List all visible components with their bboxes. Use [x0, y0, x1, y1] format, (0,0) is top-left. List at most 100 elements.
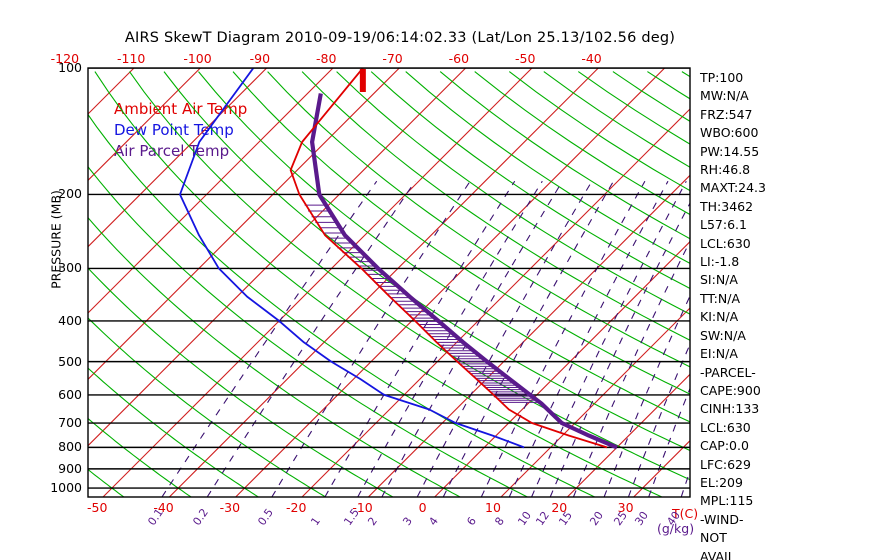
mixing-ratio-line: [508, 180, 669, 497]
pressure-tick-900: 900: [58, 460, 82, 476]
parameter-th: TH:3462: [700, 198, 754, 214]
pressure-tick-200: 200: [58, 186, 82, 202]
top-temp-tick--70: -70: [382, 51, 403, 66]
top-temp-tick--60: -60: [448, 51, 470, 66]
isotherm-line: [766, 68, 870, 497]
dry-adiabat-line: [232, 71, 690, 395]
top-temp-tick--50: -50: [515, 51, 536, 66]
legend-air-parcel-temp: Air Parcel Temp: [114, 142, 230, 160]
bottom-temp-tick--10: -10: [352, 500, 373, 515]
parameter-cinh: CINH:133: [700, 401, 760, 417]
dry-adiabat-line: [94, 71, 663, 497]
dry-adiabat-line: [612, 71, 690, 122]
isobar-lines: [88, 68, 690, 489]
mixing-ratio-line: [549, 202, 690, 497]
top-temp-tick--80: -80: [316, 51, 337, 66]
mixing-ratio-line: [603, 294, 690, 497]
isotherm-line: [88, 68, 135, 115]
dry-adiabat-line: [370, 71, 690, 290]
isotherm-line: [88, 68, 201, 182]
dry-adiabat-line: [439, 71, 690, 240]
mixing-ratio-line: [680, 469, 690, 497]
plot-frame: [87, 67, 691, 498]
dry-adiabat-line: [163, 71, 690, 452]
dry-adiabat-line: [336, 71, 690, 315]
isotherm-line: [833, 68, 870, 497]
parameter-list: TP:100 MW:N/A FRZ:547 WBO:600 PW:14.55 RH:46.…: [700, 69, 865, 560]
mixing-ratio-line: [442, 180, 614, 497]
parameter-maxt: MAXT:24.3: [700, 180, 766, 196]
isotherm-line: [434, 240, 690, 497]
dry-adiabat-line: [88, 417, 192, 497]
mixing-ratio-line: [572, 240, 690, 497]
page-title: AIRS SkewT Diagram 2010-09-19/06:14:02.3…: [124, 30, 676, 46]
isotherm-line: [0, 68, 68, 497]
parameter-rh: RH:46.8: [700, 162, 751, 178]
isotherm-line: [566, 373, 690, 497]
series-dew-point-temp: [179, 68, 525, 449]
pressure-tick-600: 600: [58, 386, 82, 402]
dry-adiabat-line: [474, 71, 690, 216]
dry-adiabat-line: [88, 216, 461, 497]
pressure-tick-400: 400: [58, 312, 82, 328]
isotherm-line: [633, 439, 690, 497]
parameter-avail: AVAIL: [700, 548, 735, 560]
dry-adiabat-line: [88, 113, 595, 497]
parameter-parcel: -PARCEL-: [700, 364, 756, 380]
dry-adiabat-line: [88, 317, 326, 497]
parameter-wind: -WIND-: [700, 511, 744, 527]
parameter-cap: CAP:0.0: [700, 438, 749, 454]
pressure-tick-700: 700: [58, 415, 82, 431]
parameter-mw: MW:N/A: [700, 88, 749, 104]
data-series: [179, 68, 618, 450]
parameter-tt: TT:N/A: [700, 290, 741, 306]
dry-adiabat-line: [405, 71, 690, 265]
isotherm-line: [88, 68, 467, 447]
parameter-lcl: LCL:630: [700, 235, 751, 251]
isotherm-line: [0, 68, 1, 497]
cape-hatch-region: [304, 204, 540, 403]
top-temp-tick--40: -40: [581, 51, 602, 66]
bottom-temp-tick--30: -30: [219, 500, 241, 515]
dry-adiabat-lines: [88, 71, 690, 497]
bottom-temp-tick-10: 10: [485, 500, 501, 515]
isotherm-line: [88, 68, 268, 248]
bottom-temp-tick-20: 20: [551, 500, 568, 515]
parameter-el: EL:209: [700, 474, 743, 490]
top-temp-tick--120: -120: [50, 51, 80, 66]
temperature-axis-label: T(C): [672, 506, 699, 521]
mixing-ratio-line: [206, 180, 416, 497]
mixing-ratio-axis-label: (g/kg): [657, 521, 695, 536]
parameter-not: NOT: [700, 530, 727, 546]
parameter-ki: KI:N/A: [700, 309, 739, 325]
dry-adiabat-line: [88, 165, 528, 497]
dry-adiabat-line: [301, 71, 690, 341]
top-temp-tick--90: -90: [249, 51, 271, 66]
parameter-pw: PW:14.55: [700, 143, 760, 159]
dry-adiabat-line: [267, 71, 690, 368]
dry-adiabat-line: [681, 71, 690, 78]
bottom-temp-tick--40: -40: [153, 500, 174, 515]
pressure-tick-1000: 1000: [50, 480, 82, 496]
series-air-parcel-temp: [310, 93, 618, 450]
parameter-tp: TP:100: [700, 70, 744, 85]
parameter-wbo: WBO:600: [700, 125, 759, 141]
pressure-tick-300: 300: [58, 260, 82, 276]
mixing-ratio-line: [271, 180, 471, 497]
dry-adiabat-line: [198, 71, 690, 423]
dry-adiabat-line: [129, 71, 690, 481]
mixing-ratio-lines: [161, 180, 690, 497]
mixing-ratio-line: [357, 180, 543, 497]
dry-adiabat-line: [577, 71, 690, 145]
pressure-tick-800: 800: [58, 439, 82, 455]
legend-ambient-air-temp: Ambient Air Temp: [114, 100, 248, 118]
parameter-ei: EI:N/A: [700, 346, 738, 362]
parameter-l57: L57:6.1: [700, 217, 747, 233]
parameter-lfc: LFC:629: [700, 456, 751, 472]
parameter-frz: FRZ:547: [700, 106, 753, 122]
mixing-ratio-line: [381, 180, 563, 497]
isotherm-line: [301, 108, 690, 497]
mixing-ratio-line: [531, 180, 687, 497]
pressure-tick-500: 500: [58, 353, 82, 369]
